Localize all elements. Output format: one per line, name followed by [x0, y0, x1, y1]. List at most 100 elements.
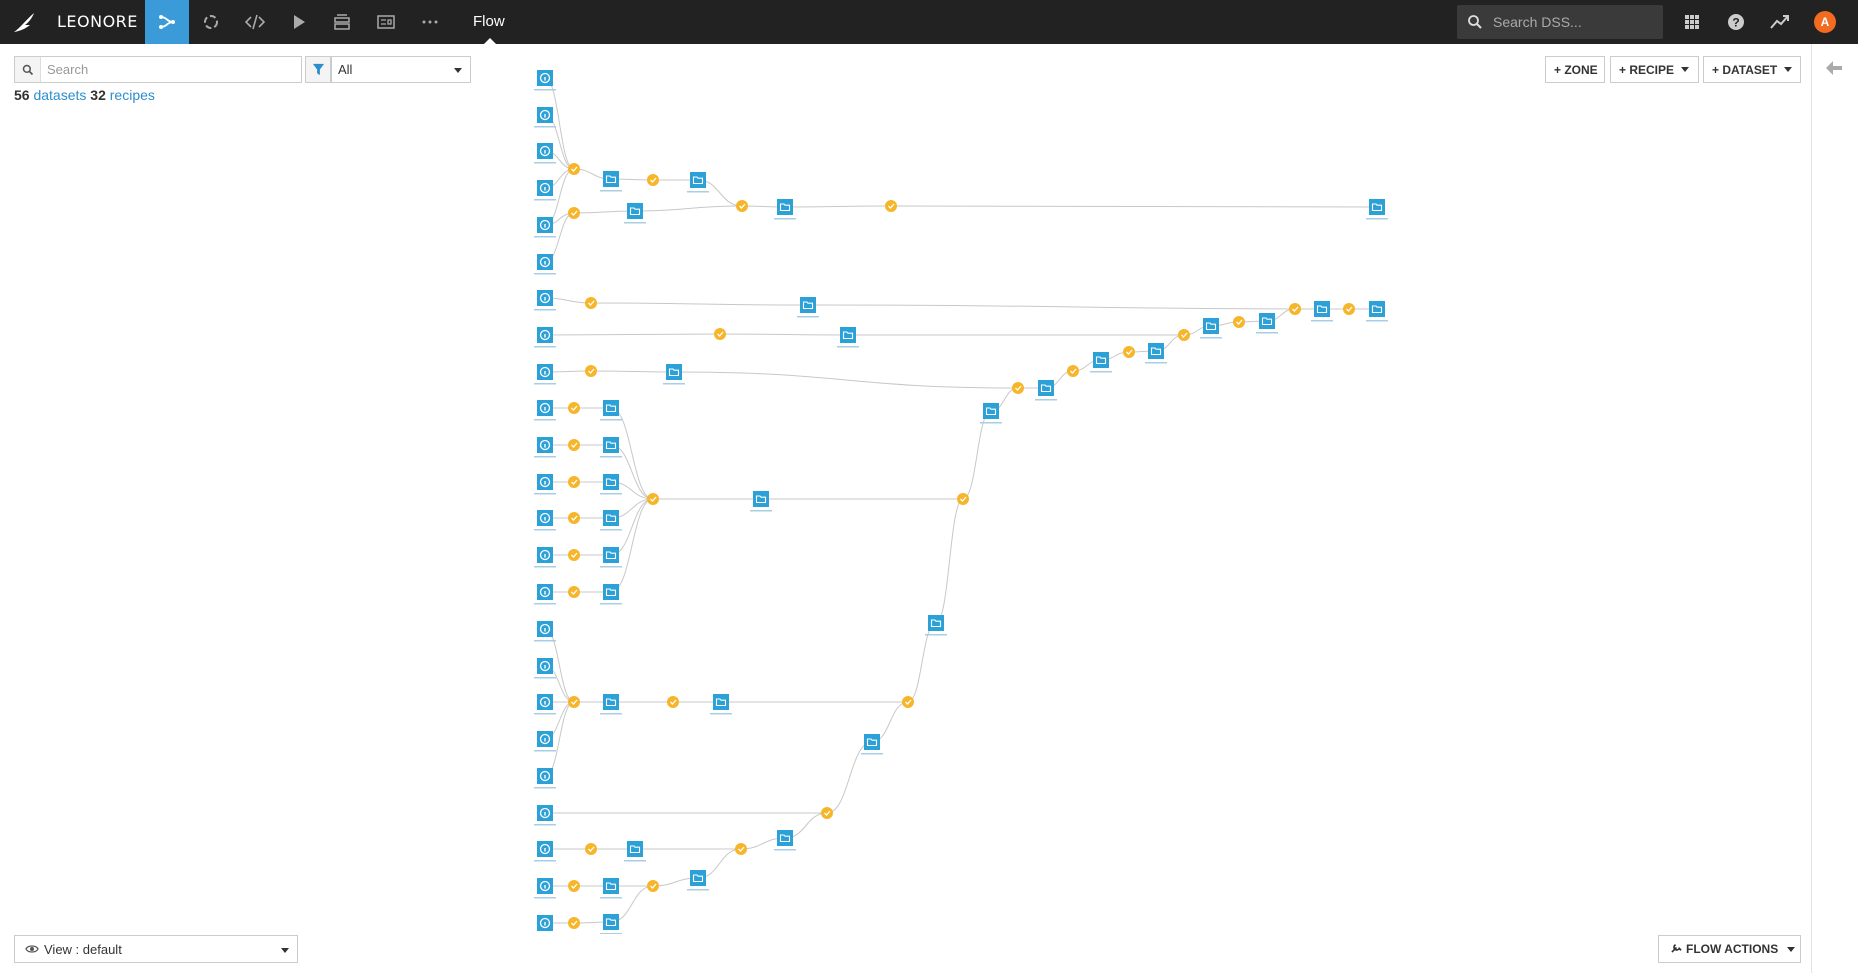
help-icon[interactable]: ? [1724, 10, 1748, 34]
filter-type-select[interactable]: All [331, 56, 471, 83]
dataset-node-24[interactable] [600, 878, 622, 899]
source-dataset-node-23[interactable] [534, 878, 556, 899]
source-dataset-node-19[interactable] [534, 731, 556, 752]
dataset-node-2[interactable] [687, 172, 709, 193]
recipe-node-20[interactable] [821, 807, 833, 819]
recipe-node-21[interactable] [585, 843, 597, 855]
add-recipe-button[interactable]: + RECIPE [1610, 56, 1699, 83]
dataset-node-18[interactable] [600, 694, 622, 715]
dataset-node-9[interactable] [600, 400, 622, 421]
recipe-node-19[interactable] [902, 696, 914, 708]
dataset-node-1[interactable] [600, 171, 622, 192]
apps-grid-icon[interactable] [1680, 10, 1704, 34]
dataset-node-14[interactable] [600, 584, 622, 605]
source-dataset-node-11[interactable] [534, 437, 556, 458]
flow-search[interactable] [14, 56, 302, 83]
dataset-node-25[interactable] [600, 914, 622, 934]
source-dataset-node-16[interactable] [534, 621, 556, 642]
dataset-node-6[interactable] [797, 297, 819, 318]
source-dataset-node-12[interactable] [534, 474, 556, 495]
recipe-node-3[interactable] [647, 174, 659, 186]
dataset-node-16[interactable] [980, 403, 1002, 424]
dataset-node-27[interactable] [1090, 352, 1112, 373]
dataiku-logo-icon[interactable] [10, 8, 40, 36]
dashboard-icon[interactable] [364, 0, 408, 44]
recipe-node-13[interactable] [568, 549, 580, 561]
arrow-left-icon[interactable] [1825, 60, 1843, 81]
source-dataset-node-10[interactable] [534, 400, 556, 421]
user-avatar[interactable]: A [1814, 11, 1836, 33]
source-dataset-node-20[interactable] [534, 768, 556, 789]
dataset-node-31[interactable] [1311, 301, 1333, 322]
flow-graph[interactable] [500, 44, 1500, 934]
dataset-node-13[interactable] [600, 547, 622, 568]
jobs-icon[interactable] [189, 0, 233, 44]
dataset-node-5[interactable] [1366, 199, 1388, 220]
source-dataset-node-2[interactable] [534, 107, 556, 128]
dataset-node-32[interactable] [1366, 301, 1388, 322]
add-zone-button[interactable]: + ZONE [1545, 56, 1605, 83]
recipe-node-31[interactable] [1289, 303, 1301, 315]
recipe-node-14[interactable] [568, 586, 580, 598]
dataset-node-29[interactable] [1200, 318, 1222, 339]
recipe-node-12[interactable] [568, 512, 580, 524]
recipe-node-2[interactable] [568, 207, 580, 219]
recipe-node-11[interactable] [568, 476, 580, 488]
recipe-node-30[interactable] [1233, 316, 1245, 328]
recipe-node-18[interactable] [667, 696, 679, 708]
source-dataset-node-8[interactable] [534, 327, 556, 348]
flow-icon[interactable] [145, 0, 189, 44]
dataset-node-19[interactable] [710, 694, 732, 715]
datasets-link[interactable]: datasets [33, 87, 87, 103]
recipe-node-1[interactable] [568, 163, 580, 175]
dataset-node-28[interactable] [1145, 343, 1167, 364]
recipe-node-6[interactable] [585, 297, 597, 309]
dataset-node-21[interactable] [624, 841, 646, 862]
dataset-node-11[interactable] [600, 474, 622, 495]
recipe-node-16[interactable] [957, 493, 969, 505]
filter-icon[interactable] [305, 56, 331, 83]
more-icon[interactable] [408, 0, 452, 44]
recipe-node-28[interactable] [1123, 346, 1135, 358]
dataset-node-20[interactable] [861, 734, 883, 755]
dataset-node-17[interactable] [925, 615, 947, 636]
add-dataset-button[interactable]: + DATASET [1703, 56, 1801, 83]
dataset-node-7[interactable] [837, 327, 859, 348]
recipe-node-22[interactable] [735, 843, 747, 855]
recipe-node-24[interactable] [568, 880, 580, 892]
recipe-node-15[interactable] [647, 493, 659, 505]
source-dataset-node-4[interactable] [534, 180, 556, 201]
dataset-node-4[interactable] [774, 199, 796, 220]
recipe-node-23[interactable] [647, 880, 659, 892]
project-name[interactable]: LEONORE [57, 12, 138, 31]
dataset-node-23[interactable] [687, 870, 709, 891]
recipe-node-5[interactable] [885, 200, 897, 212]
source-dataset-node-5[interactable] [534, 217, 556, 238]
source-dataset-node-22[interactable] [534, 841, 556, 862]
dataset-node-8[interactable] [663, 364, 685, 385]
recipe-node-32[interactable] [1343, 303, 1355, 315]
source-dataset-node-15[interactable] [534, 584, 556, 605]
activity-icon[interactable] [1768, 10, 1792, 34]
run-icon[interactable] [277, 0, 321, 44]
source-dataset-node-24[interactable] [534, 915, 556, 934]
source-dataset-node-17[interactable] [534, 658, 556, 679]
dataset-node-26[interactable] [1035, 380, 1057, 401]
source-dataset-node-14[interactable] [534, 547, 556, 568]
source-dataset-node-13[interactable] [534, 510, 556, 531]
global-search[interactable] [1457, 5, 1663, 39]
recipe-node-9[interactable] [568, 402, 580, 414]
dataset-node-22[interactable] [774, 830, 796, 851]
recipe-node-29[interactable] [1178, 329, 1190, 341]
flow-search-input[interactable] [47, 61, 287, 78]
dataset-node-12[interactable] [600, 510, 622, 531]
source-dataset-node-18[interactable] [534, 694, 556, 715]
recipe-node-4[interactable] [736, 200, 748, 212]
source-dataset-node-1[interactable] [534, 70, 556, 91]
recipe-node-8[interactable] [585, 365, 597, 377]
dataset-node-10[interactable] [600, 437, 622, 458]
code-icon[interactable] [233, 0, 277, 44]
recipe-node-27[interactable] [1067, 365, 1079, 377]
source-dataset-node-6[interactable] [534, 254, 556, 275]
source-dataset-node-3[interactable] [534, 143, 556, 164]
